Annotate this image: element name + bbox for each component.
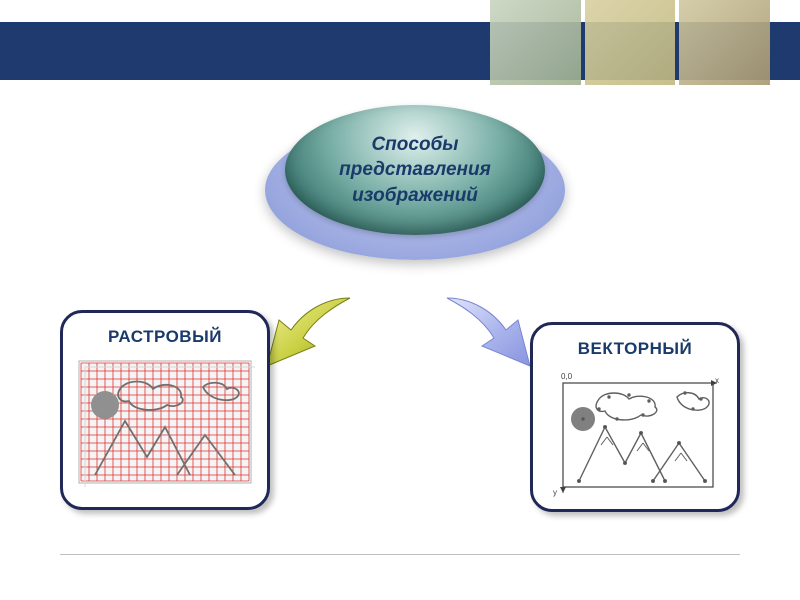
- raster-label: РАСТРОВЫЙ: [75, 327, 255, 347]
- arrow-right-icon: [432, 288, 542, 398]
- arrow-left-icon: [255, 288, 365, 398]
- raster-illustration: [75, 357, 255, 487]
- oval-front-layer: Способы представления изображений: [285, 105, 545, 235]
- oval-title-line: Способы: [371, 134, 458, 155]
- oval-title-line: представления: [339, 159, 491, 180]
- header-photo: [679, 0, 770, 85]
- header-photo: [490, 0, 581, 85]
- header-photo-strip: [490, 0, 770, 85]
- vector-label: ВЕКТОРНЫЙ: [545, 339, 725, 359]
- axis-origin-label: 0,0: [561, 372, 573, 381]
- vector-illustration: 0,0 x y: [545, 369, 725, 499]
- oval-title-line: изображений: [352, 185, 478, 206]
- footer-divider: [60, 554, 740, 555]
- oval-title: Способы представления изображений: [325, 132, 505, 209]
- title-oval: Способы представления изображений: [265, 95, 565, 260]
- svg-text:y: y: [553, 488, 557, 497]
- header-photo: [585, 0, 676, 85]
- raster-box: РАСТРОВЫЙ: [60, 310, 270, 510]
- vector-box: ВЕКТОРНЫЙ 0,0 x y: [530, 322, 740, 512]
